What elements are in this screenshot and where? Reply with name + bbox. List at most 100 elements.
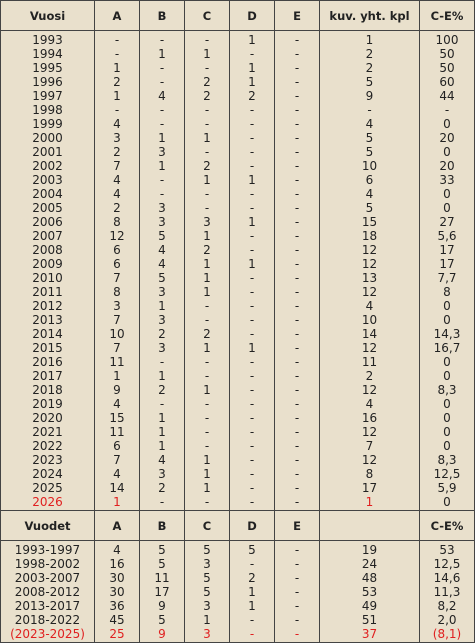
cell: 2 [184,75,230,89]
cell: 1 [139,439,185,453]
cell: - [229,117,275,131]
cell: 0 [419,425,475,439]
cell: 4 [94,117,140,131]
cell: 1 [184,47,230,61]
header-cell: A [94,510,140,541]
cell: - [274,173,320,187]
cell: - [229,271,275,285]
cell: 0 [419,397,475,411]
cell: 2 [184,159,230,173]
cell: 1 [229,215,275,229]
cell: 3 [139,467,185,481]
cell: 7 [94,271,140,285]
cell: 30 [94,571,140,585]
cell: - [229,103,275,117]
cell: - [94,103,140,117]
cell: 12 [94,229,140,243]
cell: 17 [419,257,475,271]
year-row: 2017 1 1- - -2 0 [0,369,475,383]
cell: - [139,61,185,75]
cell: - [274,30,320,47]
cell: 4 [319,299,420,313]
period-row: 1993-1997 4 5 5 5-19 53 [0,540,475,557]
cell: 16,7 [419,341,475,355]
year-row: 2018 9 2 1- -12 8,3 [0,383,475,397]
cell: 8,2 [419,599,475,613]
cell: 2 [139,327,185,341]
cell: 2010 [0,271,95,285]
cell: 2001 [0,145,95,159]
cell: 1 [139,131,185,145]
cell: 1 [229,599,275,613]
year-row: 2016 11- - - -11 0 [0,355,475,369]
cell: 6 [94,439,140,453]
cell: - [274,117,320,131]
cell: 1 [229,257,275,271]
cell: - [274,341,320,355]
header-cell [319,510,420,541]
cell: - [184,117,230,131]
cell: - [274,327,320,341]
cell: 5,9 [419,481,475,495]
cell: 2018-2022 [0,613,95,627]
cell: 9 [139,627,185,643]
cell: 0 [419,355,475,369]
cell: 11 [139,571,185,585]
year-row: 2005 2 3- - -5 0 [0,201,475,215]
cell: 12,5 [419,467,475,481]
cell: - [274,613,320,627]
cell: 1 [229,75,275,89]
year-row: 1999 4- - - -4 0 [0,117,475,131]
cell: 1 [184,131,230,145]
cell: 17 [319,481,420,495]
cell: - [229,453,275,467]
year-row: 1993- - -1-1 100 [0,30,475,47]
cell: 7 [94,453,140,467]
cell: 12 [319,425,420,439]
cell: 1993-1997 [0,540,95,557]
cell: 2016 [0,355,95,369]
cell: 3 [184,557,230,571]
cell: 1 [229,30,275,47]
cell: 3 [184,599,230,613]
cell: 4 [139,453,185,467]
cell: - [94,47,140,61]
year-row: 2001 2 3- - -5 0 [0,145,475,159]
cell: 1 [184,257,230,271]
year-row: 2009 6 4 1 1-12 17 [0,257,475,271]
cell: 5,6 [419,229,475,243]
cell: - [229,243,275,257]
cell: 2005 [0,201,95,215]
year-row: 2008 6 4 2- -12 17 [0,243,475,257]
cell: 2003-2007 [0,571,95,585]
cell: - [229,159,275,173]
cell: - [184,439,230,453]
cell: 5 [229,540,275,557]
cell: 0 [419,439,475,453]
cell: 4 [319,117,420,131]
year-row: 2020 15 1- - -16 0 [0,411,475,425]
year-row: 1997 1 4 2 2-9 44 [0,89,475,103]
cell: - [419,103,475,117]
cell: 2009 [0,257,95,271]
cell: 8,3 [419,453,475,467]
year-row: 2024 4 3 1- -8 12,5 [0,467,475,481]
header-cell: D [229,0,275,31]
year-row: 2002 7 1 2- -10 20 [0,159,475,173]
cell: - [184,397,230,411]
cell: 2012 [0,299,95,313]
cell: 12 [319,243,420,257]
cell: 4 [319,397,420,411]
cell: - [274,495,320,511]
cell: 7 [319,439,420,453]
cell: 2008 [0,243,95,257]
cell: - [274,271,320,285]
cell: 8 [319,467,420,481]
cell: 12 [319,257,420,271]
cell: 1 [229,341,275,355]
cell: - [274,103,320,117]
cell: - [229,229,275,243]
cell: - [139,30,185,47]
cell: - [274,313,320,327]
